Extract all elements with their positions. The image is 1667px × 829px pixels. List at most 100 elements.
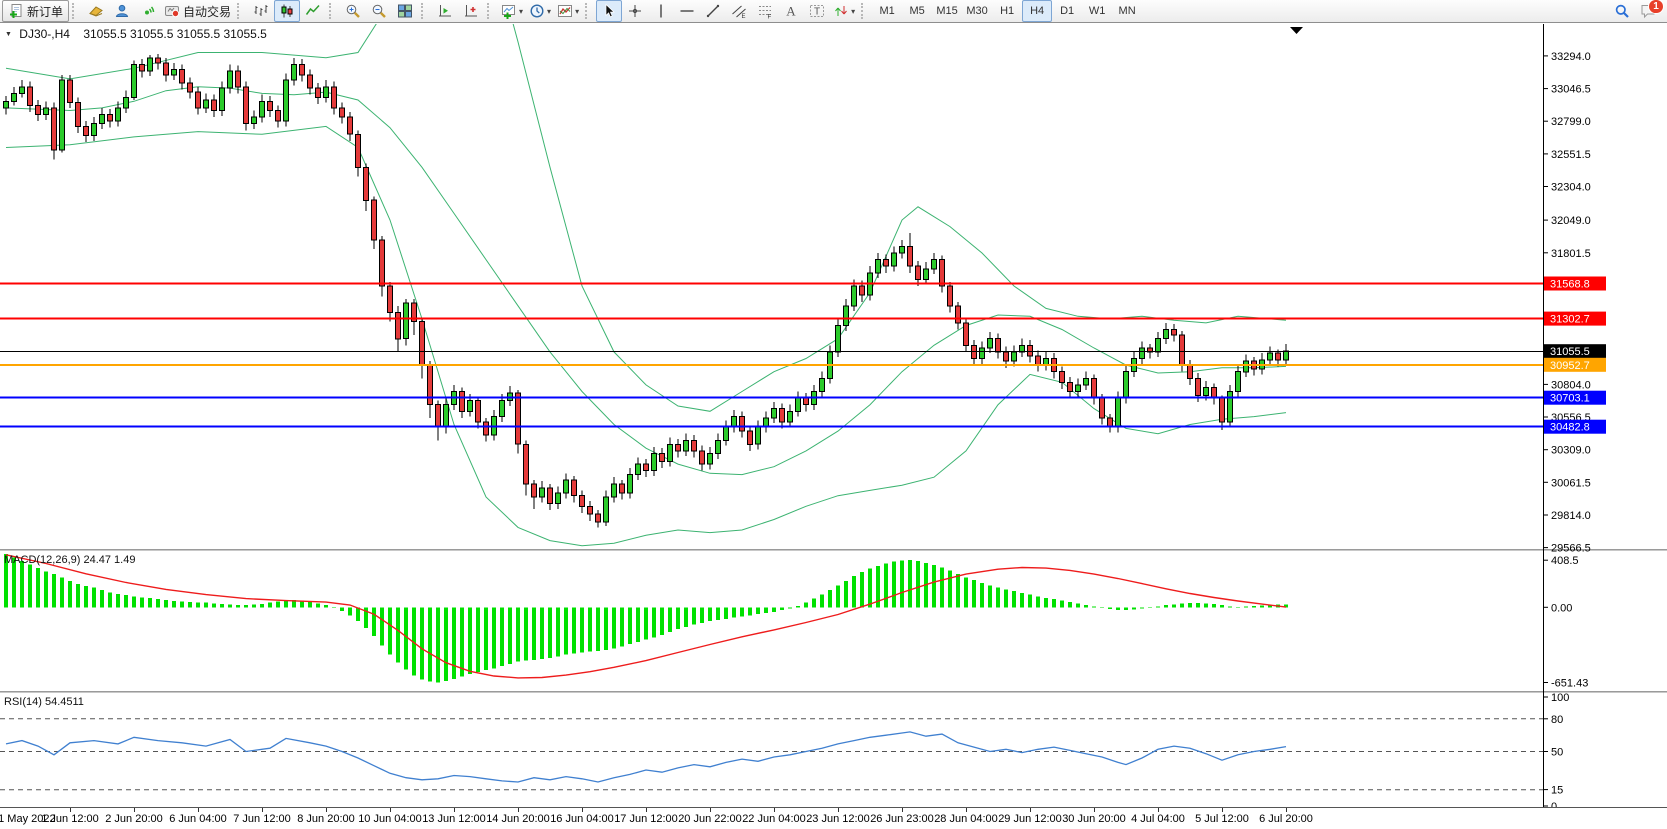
horizontal-line-button[interactable] bbox=[674, 0, 700, 22]
candlestick-chart-button[interactable] bbox=[274, 0, 301, 22]
time-tick bbox=[1094, 808, 1095, 812]
zoom-out-button[interactable] bbox=[366, 0, 392, 22]
time-axis-label: 17 Jun 12:00 bbox=[614, 813, 678, 825]
profile-icon bbox=[114, 3, 130, 19]
trendline-button[interactable] bbox=[700, 0, 726, 22]
chart-shift-button[interactable] bbox=[458, 0, 484, 22]
toolbar-separator bbox=[861, 3, 868, 19]
time-axis-label: 29 Jun 12:00 bbox=[998, 813, 1062, 825]
equidistant-channel-button[interactable]: E bbox=[726, 0, 752, 22]
indicators-button[interactable]: ▾ bbox=[554, 0, 582, 22]
chart-expand-icon[interactable]: ▼ bbox=[5, 31, 12, 38]
time-tick bbox=[966, 808, 967, 812]
new-chart-button[interactable]: ▾ bbox=[498, 0, 526, 22]
svg-text:30309.0: 30309.0 bbox=[1551, 445, 1591, 457]
time-axis-label: 10 Jun 04:00 bbox=[358, 813, 422, 825]
svg-text:30061.5: 30061.5 bbox=[1551, 477, 1591, 489]
clock-icon bbox=[529, 3, 545, 19]
tf-mn-button[interactable]: MN bbox=[1118, 5, 1136, 17]
tf-h1-button[interactable]: H1 bbox=[1000, 5, 1015, 17]
time-tick bbox=[70, 808, 71, 812]
pane-separator[interactable] bbox=[0, 549, 1667, 551]
crosshair-icon bbox=[627, 3, 643, 19]
autotrade-icon bbox=[164, 3, 180, 19]
shapes-icon bbox=[833, 3, 849, 19]
main-chart-pane[interactable] bbox=[0, 24, 1543, 549]
chevron-down-icon[interactable]: ▾ bbox=[851, 6, 856, 16]
time-axis-label: 14 Jun 20:00 bbox=[486, 813, 550, 825]
text-label-button[interactable]: T bbox=[804, 0, 830, 22]
arrows-button[interactable]: ▾ bbox=[830, 0, 858, 22]
toolbar-separator bbox=[237, 3, 244, 19]
toolbar: 新订单 自动交易 ▾ ▾ ▾ E F A T ▾ M1 M5 M15 M30 H1 H4 D1 W1 MN 1 bbox=[0, 0, 1667, 23]
time-axis-label: 4 Jul 04:00 bbox=[1131, 813, 1185, 825]
chart-shift-marker bbox=[1290, 27, 1303, 34]
line-chart-button[interactable] bbox=[300, 0, 326, 22]
time-axis-label: 31 May 2022 bbox=[0, 813, 56, 825]
chart-forward-icon bbox=[437, 3, 453, 19]
symbol-period-label: DJ30-,H4 bbox=[19, 27, 70, 41]
time-axis-label: 28 Jun 04:00 bbox=[934, 813, 998, 825]
time-axis-label: 22 Jun 04:00 bbox=[742, 813, 806, 825]
zoom-in-icon bbox=[345, 3, 361, 19]
fibonacci-button[interactable]: F bbox=[752, 0, 778, 22]
time-axis-label: 2 Jun 20:00 bbox=[105, 813, 163, 825]
new-chart-icon bbox=[501, 3, 517, 19]
tf-m1-button[interactable]: M1 bbox=[879, 5, 895, 17]
chart-window[interactable]: 33294.0 33046.5 32799.0 32551.5 32304.0 32049… bbox=[0, 24, 1667, 829]
cursor-icon bbox=[601, 3, 617, 19]
price-axis[interactable]: 33294.0 33046.5 32799.0 32551.5 32304.0 32049… bbox=[1543, 24, 1667, 807]
time-tick bbox=[1030, 808, 1031, 812]
time-axis-label: 6 Jun 04:00 bbox=[169, 813, 227, 825]
tf-h4-button[interactable]: H4 bbox=[1022, 0, 1053, 22]
pane-separator[interactable] bbox=[0, 691, 1667, 693]
toolbar-separator bbox=[421, 3, 428, 19]
zoom-in-button[interactable] bbox=[340, 0, 366, 22]
signal-icon bbox=[140, 3, 156, 19]
svg-text:30804.0: 30804.0 bbox=[1551, 379, 1591, 391]
time-axis-label: 1 Jun 12:00 bbox=[41, 813, 99, 825]
macd-pane[interactable] bbox=[0, 552, 1543, 691]
chevron-down-icon[interactable]: ▾ bbox=[547, 6, 552, 16]
bollinger-middle-band bbox=[5, 86, 1287, 476]
macd-histogram bbox=[4, 554, 1288, 683]
chevron-down-icon[interactable]: ▾ bbox=[575, 6, 580, 16]
chart-forward-button[interactable] bbox=[432, 0, 458, 22]
time-tick bbox=[774, 808, 775, 812]
svg-text:30482.8: 30482.8 bbox=[1550, 422, 1590, 434]
chevron-down-icon[interactable]: ▾ bbox=[519, 6, 524, 16]
svg-text:408.5: 408.5 bbox=[1551, 555, 1579, 567]
crosshair-button[interactable] bbox=[622, 0, 648, 22]
tf-m15-button[interactable]: M15 bbox=[936, 5, 958, 17]
rsi-line bbox=[5, 731, 1287, 783]
tf-m30-button[interactable]: M30 bbox=[966, 5, 988, 17]
tf-d1-button[interactable]: D1 bbox=[1060, 5, 1075, 17]
tf-w1-button[interactable]: W1 bbox=[1088, 5, 1106, 17]
time-tick bbox=[710, 808, 711, 812]
svg-text:31055.5: 31055.5 bbox=[1550, 346, 1590, 358]
text-button[interactable]: A bbox=[778, 0, 804, 22]
chat-button[interactable]: 1 bbox=[1635, 0, 1664, 22]
svg-text:32049.0: 32049.0 bbox=[1551, 215, 1591, 227]
svg-text:A: A bbox=[786, 4, 796, 19]
search-button[interactable] bbox=[1609, 0, 1635, 22]
data-window-button[interactable] bbox=[109, 0, 135, 22]
tf-m5-button[interactable]: M5 bbox=[909, 5, 925, 17]
rsi-pane[interactable] bbox=[0, 694, 1543, 807]
svg-text:F: F bbox=[768, 15, 772, 20]
cursor-button[interactable] bbox=[596, 0, 623, 22]
candle-chart-icon bbox=[279, 3, 295, 19]
periods-button[interactable]: ▾ bbox=[526, 0, 554, 22]
bar-chart-button[interactable] bbox=[248, 0, 274, 22]
svg-text:E: E bbox=[742, 14, 746, 19]
new-order-button[interactable]: 新订单 bbox=[2, 0, 70, 22]
tile-windows-button[interactable] bbox=[392, 0, 418, 22]
market-watch-button[interactable] bbox=[83, 0, 109, 22]
time-axis-label: 23 Jun 12:00 bbox=[806, 813, 870, 825]
navigator-button[interactable] bbox=[135, 0, 161, 22]
macd-signal-line bbox=[5, 554, 1287, 679]
vertical-line-button[interactable] bbox=[648, 0, 674, 22]
auto-trading-button[interactable]: 自动交易 bbox=[161, 0, 234, 22]
time-tick bbox=[262, 808, 263, 812]
